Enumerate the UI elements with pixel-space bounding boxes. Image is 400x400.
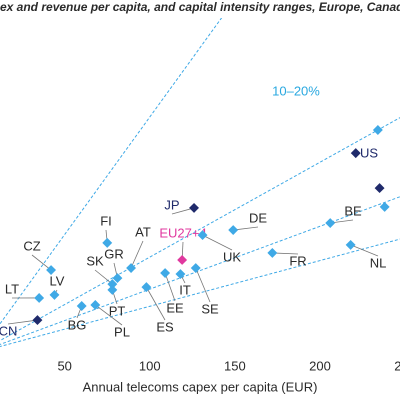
point-label: BG xyxy=(68,317,87,332)
point xyxy=(189,202,199,213)
point-label: BE xyxy=(344,203,362,218)
intensity-line xyxy=(0,117,400,342)
point xyxy=(107,284,118,295)
point xyxy=(126,263,137,273)
leader-line xyxy=(31,254,52,271)
x-tick-label: 50 xyxy=(57,358,71,373)
leader-line xyxy=(164,272,176,302)
point xyxy=(160,268,171,279)
point-label: FR xyxy=(289,253,306,268)
leader-line xyxy=(94,269,113,285)
point-label: ES xyxy=(156,319,174,334)
point-label: GR xyxy=(104,246,124,261)
point xyxy=(49,289,60,300)
point-label: LV xyxy=(50,273,65,288)
point-label: PT xyxy=(109,303,126,318)
leader-line xyxy=(202,234,233,251)
point xyxy=(76,301,87,311)
point xyxy=(372,125,383,135)
leader-line xyxy=(95,304,123,326)
point xyxy=(325,218,336,228)
annotation: 10–20% xyxy=(272,83,320,98)
point xyxy=(350,148,361,159)
point xyxy=(228,225,239,236)
point-label: US xyxy=(360,145,378,160)
point-label: DE xyxy=(249,210,267,225)
point xyxy=(175,269,186,280)
leader-line xyxy=(130,240,144,269)
chart-title: ex and revenue per capita, and capital i… xyxy=(0,0,400,14)
point xyxy=(345,239,356,250)
point-label: UK xyxy=(223,249,241,264)
x-tick-label: 100 xyxy=(139,358,161,373)
leader-line xyxy=(7,319,38,325)
point-label: NL xyxy=(370,255,387,270)
reference-lines xyxy=(0,18,400,348)
point-label: LT xyxy=(5,281,19,296)
point xyxy=(267,247,278,258)
point-label: FI xyxy=(100,213,112,228)
point xyxy=(190,263,201,273)
point xyxy=(197,230,208,241)
point xyxy=(374,183,385,194)
x-tick-label: 200 xyxy=(309,358,331,373)
point-label: EU27+4 xyxy=(159,225,206,240)
point xyxy=(102,237,113,248)
point xyxy=(34,292,45,303)
point xyxy=(379,201,390,212)
point-label: CZ xyxy=(23,238,40,253)
point xyxy=(177,255,188,265)
point-label: SE xyxy=(201,301,219,316)
leader-line xyxy=(350,244,379,257)
point-label: PL xyxy=(114,324,130,339)
leader-line xyxy=(195,267,211,303)
x-tick-label: 150 xyxy=(224,358,246,373)
point-label: CN xyxy=(0,323,17,338)
intensity-line xyxy=(0,196,400,345)
point xyxy=(141,282,152,293)
point xyxy=(32,315,43,326)
intensity-line xyxy=(0,18,223,325)
point-label: SK xyxy=(86,253,104,268)
intensity-line xyxy=(0,238,400,348)
point-label: IT xyxy=(179,282,191,297)
point-label: EE xyxy=(166,300,184,315)
x-axis-label: Annual telecoms capex per capita (EUR) xyxy=(83,379,318,394)
point-label: JP xyxy=(164,197,179,212)
x-tick-label: 250 xyxy=(394,358,400,373)
leader-line xyxy=(146,286,166,321)
point-label: AT xyxy=(135,224,151,239)
